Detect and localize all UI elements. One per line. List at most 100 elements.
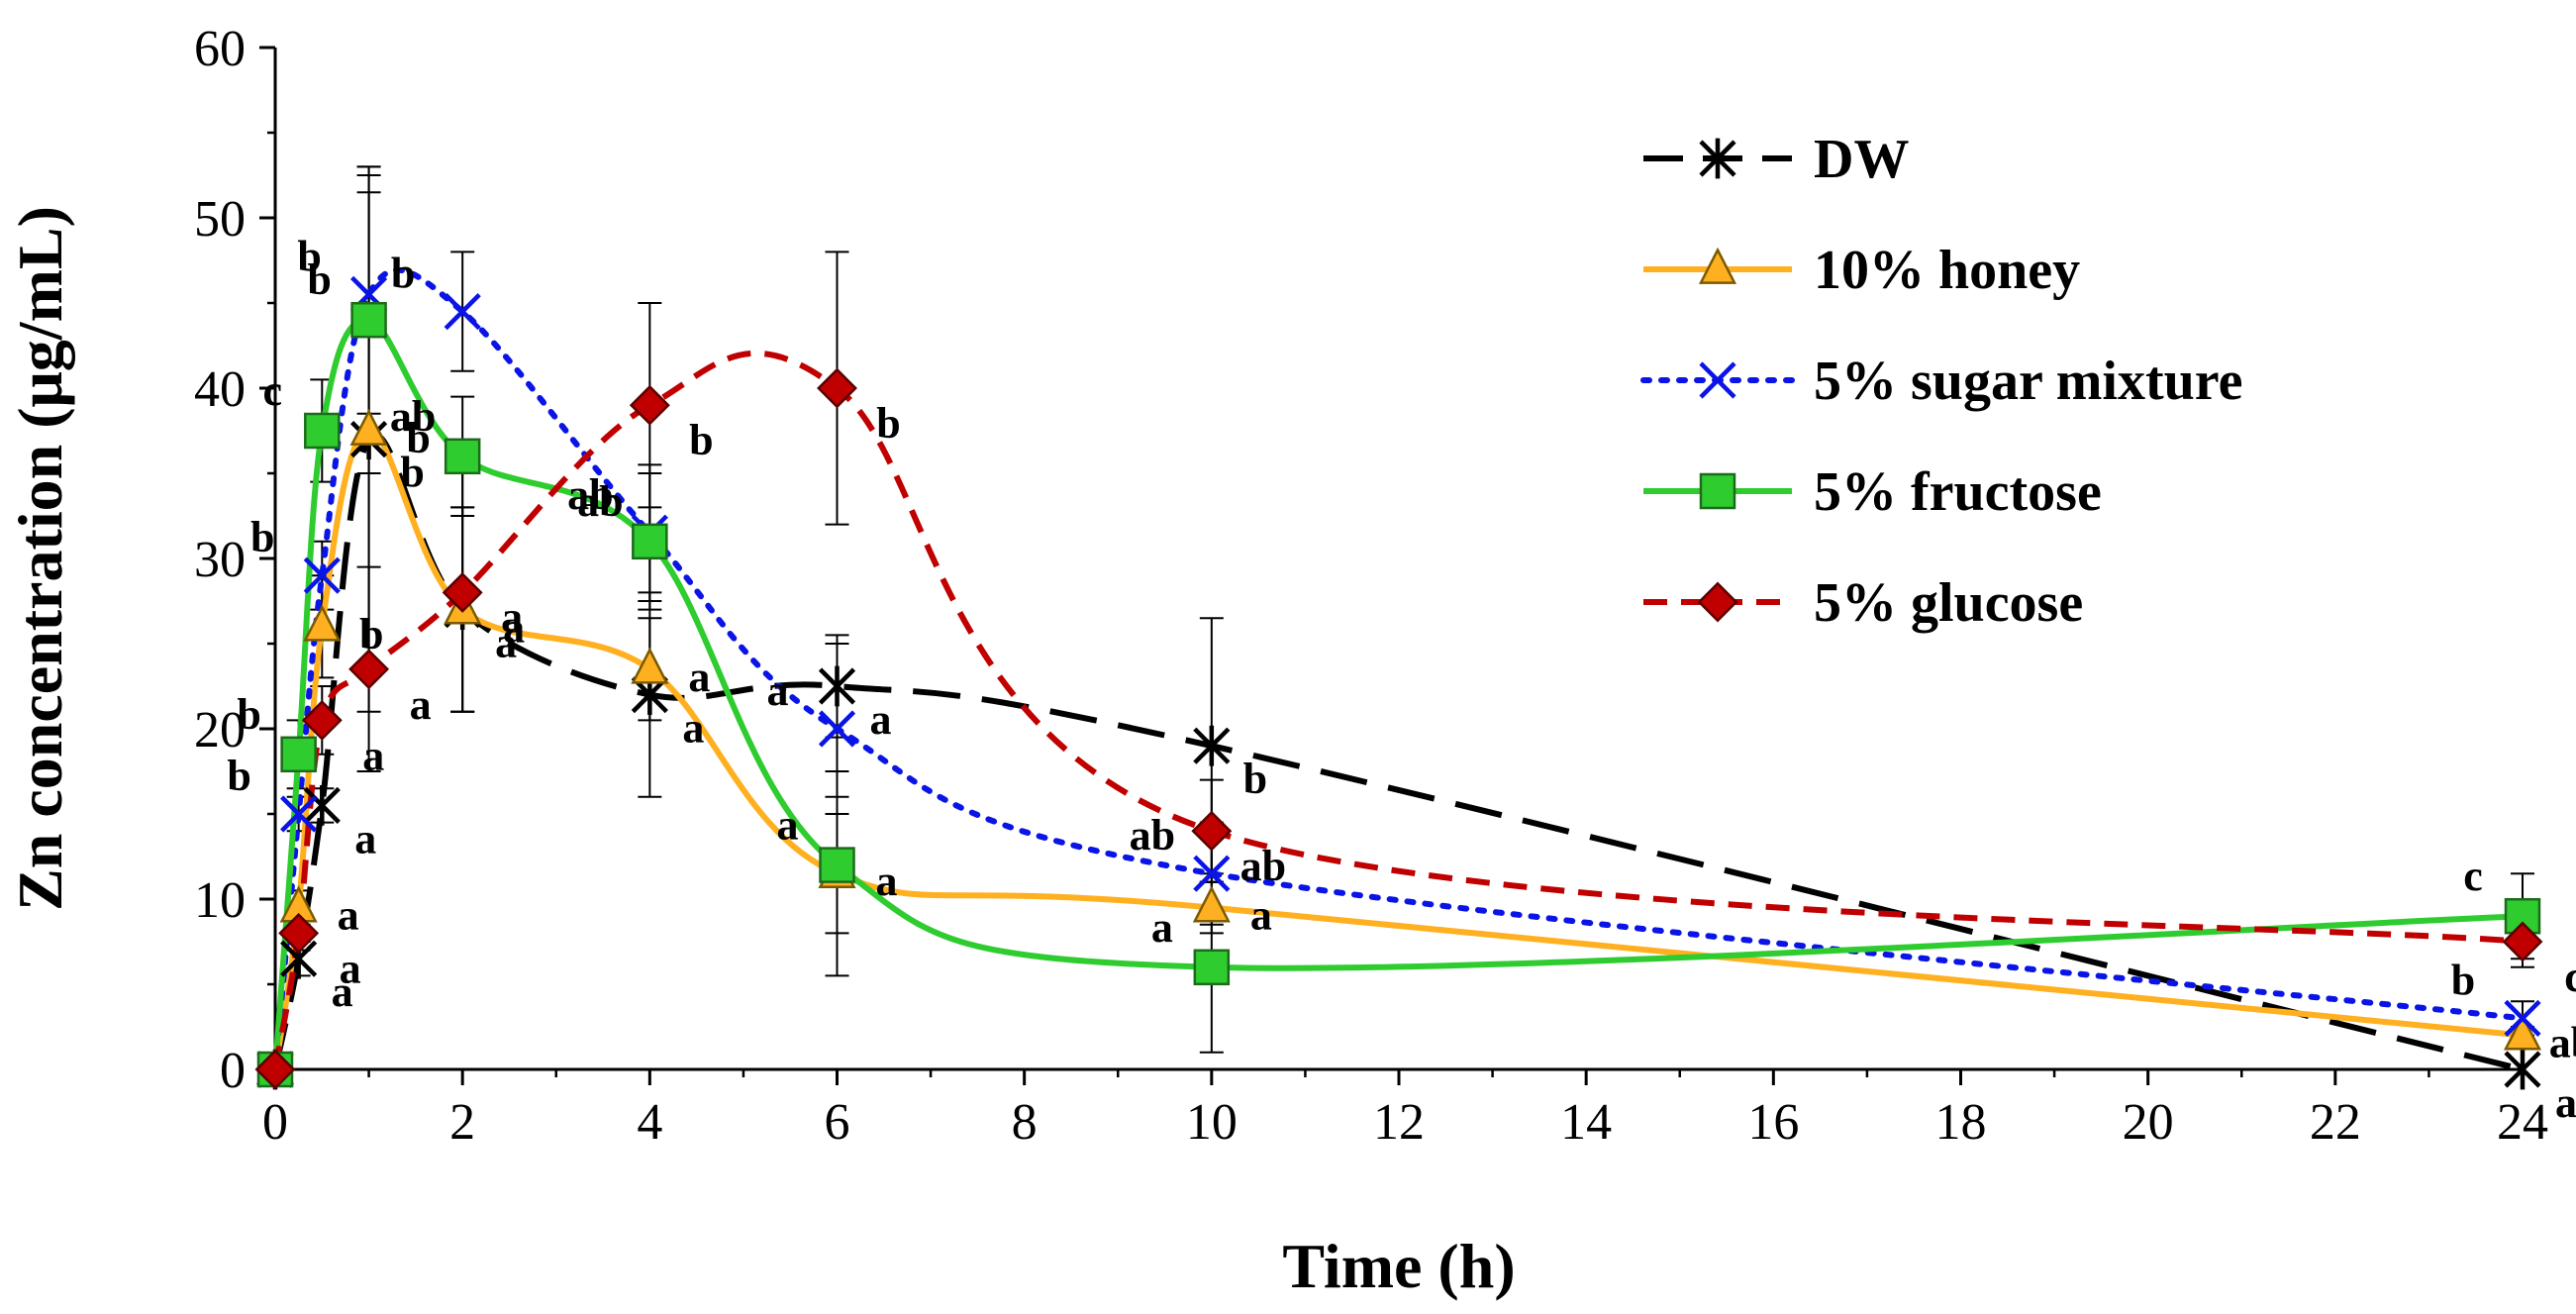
significance-letter: ab (1240, 842, 1286, 890)
marker-5-sugar-mixture (444, 293, 481, 331)
significance-letter: b (250, 513, 274, 561)
significance-letter: a (410, 680, 432, 729)
marker-5-sugar-mixture (280, 795, 318, 833)
significance-letter: a (876, 857, 898, 905)
marker-5-sugar-mixture (303, 556, 341, 594)
series-line-10-honey (272, 428, 2524, 1070)
significance-letter: c (263, 366, 283, 415)
marker-5-sugar-mixture (1193, 855, 1231, 892)
x-tick-label: 10 (1186, 1094, 1238, 1151)
significance-letter: ab (577, 477, 623, 526)
significance-letter: c (2564, 953, 2576, 1001)
legend-marker-10-honey (1698, 247, 1737, 284)
series-markers (254, 275, 2543, 1090)
significance-letter: a (777, 801, 799, 850)
y-tick-label: 0 (220, 1043, 246, 1099)
significance-letter: ab (2549, 1019, 2576, 1067)
marker-10-honey (1192, 885, 1231, 923)
x-tick-label: 14 (1560, 1094, 1612, 1151)
marker-5-sugar-mixture (2504, 999, 2541, 1037)
significance-letter: a (1151, 903, 1173, 952)
x-tick-label: 12 (1373, 1094, 1425, 1151)
significance-letter: a (332, 967, 353, 1016)
significance-letter: b (400, 449, 424, 497)
series-line-dw (272, 432, 2524, 1072)
y-tick-label: 30 (194, 532, 246, 588)
marker-5-fructose (819, 847, 855, 883)
significance-letter: a (338, 891, 359, 940)
x-tick-label: 4 (637, 1094, 662, 1151)
significance-letter: b (227, 752, 250, 800)
legend-marker-5-fructose (1699, 472, 1736, 510)
significance-letter: b (876, 399, 900, 448)
marker-5-fructose (350, 301, 387, 339)
marker-dw (1193, 725, 1231, 766)
marker-5-fructose (304, 412, 341, 450)
significance-letter: a (362, 731, 384, 779)
y-tick-label: 20 (194, 702, 246, 758)
significance-letter: a (682, 704, 704, 753)
y-tick-label: 10 (194, 872, 246, 929)
significance-letter: b (689, 416, 713, 464)
x-axis-title: Time (h) (1282, 1231, 1515, 1301)
significance-letter: ab (390, 392, 436, 441)
legend-label-10-honey: 10% honey (1814, 240, 2080, 301)
significance-letter: b (359, 610, 383, 658)
series-line-5-glucose (272, 350, 2524, 1070)
legend-label-5-fructose: 5% fructose (1814, 461, 2102, 523)
significance-letter: b (391, 250, 415, 298)
y-tick-label: 40 (194, 361, 246, 418)
legend-label-5-glucose: 5% glucose (1814, 572, 2083, 634)
marker-5-fructose (1193, 949, 1231, 986)
significance-letter: a (2555, 1078, 2576, 1127)
x-tick-label: 8 (1012, 1094, 1038, 1151)
significance-letter: ab (567, 470, 613, 519)
marker-dw (303, 785, 341, 826)
marker-5-sugar-mixture (818, 710, 856, 748)
legend-label-5-sugar-mixture: 5% sugar mixture (1814, 351, 2242, 412)
significance-letter: a (767, 666, 789, 715)
marker-10-honey (349, 408, 388, 446)
marker-5-fructose (632, 523, 668, 560)
x-tick-label: 24 (2497, 1094, 2548, 1151)
marker-5-glucose (817, 367, 857, 409)
marker-5-glucose (301, 699, 343, 741)
y-tick-label: 50 (194, 191, 246, 248)
significance-letter: a (503, 603, 525, 652)
significance-letter: ab (1130, 811, 1175, 859)
x-tick-label: 2 (449, 1094, 475, 1151)
significance-letter: a (495, 619, 517, 667)
marker-5-glucose (1191, 810, 1233, 852)
marker-5-glucose (348, 649, 390, 690)
significance-letter: b (406, 414, 430, 462)
legend-label-dw: DW (1814, 129, 1909, 190)
significance-letter: a (501, 593, 523, 642)
marker-10-honey (2503, 1013, 2542, 1051)
marker-5-fructose (444, 438, 481, 475)
significance-letter: b (2451, 956, 2475, 1004)
marker-5-glucose (278, 912, 320, 954)
marker-5-glucose (629, 384, 670, 426)
x-tick-label: 22 (2310, 1094, 2361, 1151)
series-line-5-sugar-mixture (272, 266, 2526, 1072)
x-tick-label: 18 (1935, 1094, 1987, 1151)
x-tick-label: 0 (262, 1094, 288, 1151)
significance-letter: c (2463, 852, 2483, 900)
legend: DW 10% honey 5% sugar mixture 5% fructose 5%… (1640, 129, 2242, 634)
marker-5-glucose (254, 1049, 296, 1090)
significance-letter: b (237, 690, 260, 739)
significance-letter: a (354, 814, 376, 862)
legend-marker-5-glucose (1697, 581, 1738, 623)
legend-marker-dw (1699, 138, 1736, 179)
significance-letter: a (1250, 891, 1272, 940)
significance-letter: b (307, 255, 331, 304)
marker-5-glucose (442, 571, 483, 613)
x-tick-label: 16 (1747, 1094, 1799, 1151)
significance-letter: a (870, 695, 892, 744)
significance-letters: aabaaabaabbaaaaabbbbbabaabbbcbababaacaaa… (227, 232, 2576, 1127)
significance-letter: a (688, 653, 710, 701)
legend-marker-5-sugar-mixture (1699, 361, 1736, 399)
